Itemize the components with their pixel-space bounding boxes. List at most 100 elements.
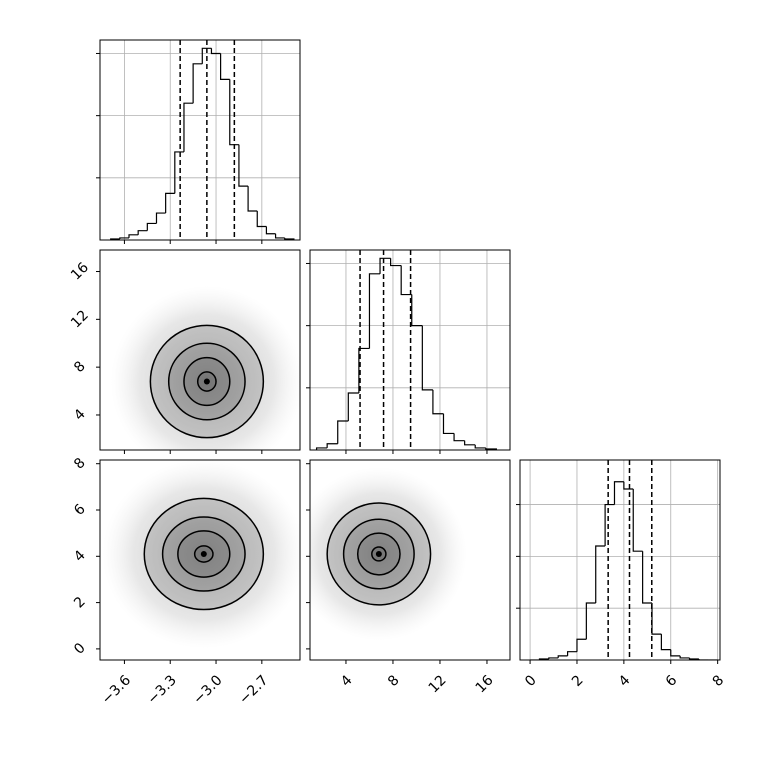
panel: 4 8 12 16	[306, 459, 511, 696]
contour	[371, 546, 387, 562]
histogram-bin	[432, 389, 444, 415]
histogram-bin	[442, 413, 455, 435]
panel-frame	[309, 459, 511, 661]
histogram-bin	[238, 144, 249, 187]
histogram-bin	[128, 234, 139, 238]
y-tick-label: 16	[68, 260, 92, 284]
contour	[143, 497, 265, 611]
x-tick-label: 4	[338, 672, 356, 690]
panel	[306, 249, 511, 454]
contour	[326, 502, 432, 606]
x-tick-label: 0	[522, 672, 540, 690]
histogram-bin	[247, 186, 258, 212]
histogram-bin	[548, 657, 559, 659]
y-tick-label: 4	[71, 406, 89, 424]
histogram-bin	[485, 447, 497, 450]
panel-frame	[99, 39, 301, 241]
x-tick-label: 2	[569, 672, 587, 690]
x-tick-label: 4	[616, 672, 634, 690]
histogram-bin	[183, 102, 194, 152]
contour	[177, 530, 231, 578]
plot-area	[102, 460, 300, 649]
histogram-bin	[660, 634, 671, 651]
histogram-bin	[623, 481, 634, 490]
histogram-bin	[284, 237, 295, 240]
histogram-bin	[256, 210, 267, 228]
x-tick-label: −2.7	[236, 672, 271, 707]
histogram-bin	[679, 655, 690, 659]
contour	[161, 516, 246, 592]
plot-area	[315, 250, 497, 450]
histogram-bin	[358, 347, 370, 394]
contour	[356, 532, 401, 576]
histogram-bin	[265, 226, 276, 235]
x-tick-label: −3.6	[99, 672, 134, 707]
histogram-bin	[229, 79, 239, 146]
histogram-bin	[464, 440, 476, 446]
histogram-bin	[421, 325, 433, 391]
histogram-bin	[698, 658, 709, 660]
panel-frame	[519, 459, 721, 661]
y-tick-label: 4	[71, 547, 89, 565]
histogram-bin	[315, 447, 328, 450]
panel: 4 8 12 16	[68, 249, 301, 454]
histogram-bin	[474, 444, 486, 449]
y-tick-label: 2	[71, 594, 89, 612]
x-tick-label: 12	[426, 672, 450, 696]
histogram-bin	[613, 481, 624, 505]
scatter-cloud	[310, 467, 467, 641]
y-tick-label: 8	[71, 455, 89, 473]
histogram-bin	[155, 212, 166, 224]
panel	[96, 39, 301, 244]
x-tick-label: 16	[473, 672, 497, 696]
center-point	[200, 550, 207, 557]
histogram-bin	[274, 233, 285, 239]
histogram-bin	[566, 651, 577, 656]
histogram-bin	[400, 265, 412, 296]
plot-area	[110, 286, 300, 450]
plot-area	[110, 40, 295, 240]
y-tick-label: 8	[71, 358, 89, 376]
histogram-bin	[390, 258, 402, 267]
histogram-bin	[453, 433, 465, 442]
center-point	[203, 378, 210, 385]
histogram-bin	[368, 273, 381, 349]
y-tick-label: 0	[71, 640, 89, 658]
contour	[183, 356, 231, 407]
x-tick-label: −3.0	[190, 672, 225, 707]
histogram-bin	[174, 151, 184, 194]
histogram-bin	[379, 257, 391, 274]
histogram-bin	[165, 192, 175, 214]
x-tick-label: 6	[663, 672, 681, 690]
histogram-bin	[220, 53, 230, 80]
histogram-bin	[688, 657, 699, 660]
histogram-bin	[146, 222, 157, 231]
histogram-bin	[642, 551, 653, 604]
histogram-bin	[651, 603, 662, 635]
contour	[342, 518, 415, 590]
histogram-bin	[210, 48, 221, 55]
histogram-bin	[137, 230, 148, 235]
histogram-bin	[557, 655, 568, 658]
plot-area	[530, 460, 718, 660]
contour	[193, 545, 214, 563]
x-tick-label: −3.3	[145, 672, 180, 707]
x-tick-label: 8	[710, 672, 728, 690]
histogram-bin	[604, 503, 615, 547]
contour	[196, 371, 217, 392]
histogram-bin	[585, 602, 596, 640]
panel-frame	[99, 249, 301, 451]
histogram-bin	[670, 649, 681, 657]
histogram-bin	[347, 392, 359, 421]
y-tick-label: 12	[68, 307, 92, 331]
histogram-bin	[326, 443, 338, 448]
contour	[167, 342, 246, 421]
x-tick-label: 8	[385, 672, 403, 690]
histogram-bin	[192, 63, 203, 104]
histogram-bin	[576, 638, 587, 652]
panel-frame	[309, 249, 511, 451]
panel: −3.6 −3.3 −3.0 −2.7 0 2 4 6 8	[71, 455, 301, 708]
histogram-bin	[411, 294, 423, 327]
histogram-bin	[632, 489, 643, 552]
